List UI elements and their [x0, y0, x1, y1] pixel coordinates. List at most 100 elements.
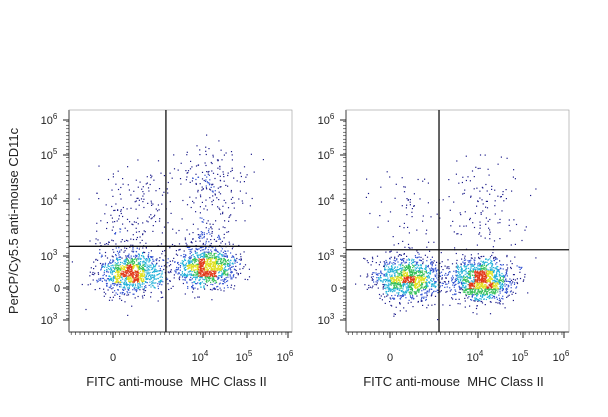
event-dot — [210, 260, 212, 262]
event-dot — [125, 279, 127, 281]
event-dot — [189, 196, 191, 198]
event-dot — [194, 262, 196, 264]
event-dot — [473, 287, 475, 289]
event-dot — [137, 284, 139, 286]
event-dot — [232, 262, 234, 264]
event-dot — [114, 269, 116, 271]
event-dot — [139, 289, 141, 291]
event-dot — [201, 275, 203, 277]
event-dot — [398, 274, 401, 276]
event-dot — [473, 276, 475, 278]
event-dot — [217, 206, 219, 208]
event-dot — [423, 282, 425, 284]
event-dot — [186, 172, 188, 174]
event-dot — [470, 257, 472, 259]
event-dot — [167, 283, 169, 285]
event-dot — [204, 273, 206, 275]
event-dot — [402, 285, 404, 287]
event-dot — [198, 236, 200, 238]
event-dot — [153, 266, 155, 268]
event-dot — [404, 275, 406, 277]
event-dot — [114, 283, 116, 285]
event-dot — [143, 230, 145, 232]
event-dot — [139, 242, 141, 244]
event-dot — [418, 267, 420, 269]
event-dot — [202, 221, 204, 223]
event-dot — [148, 252, 150, 254]
event-dot — [406, 255, 408, 257]
event-dot — [209, 273, 211, 275]
event-dot — [189, 246, 191, 248]
event-dot — [395, 280, 398, 282]
event-dot — [184, 293, 186, 295]
event-dot — [479, 299, 481, 302]
event-dot — [206, 259, 208, 261]
event-dot — [251, 197, 253, 200]
event-dot — [460, 282, 462, 284]
event-dot — [418, 276, 420, 278]
event-dot — [201, 186, 203, 188]
event-dot — [183, 250, 185, 252]
event-dot — [117, 289, 119, 291]
event-dot — [217, 278, 219, 280]
event-dot — [492, 290, 494, 292]
event-dot — [137, 186, 139, 188]
event-dot — [201, 253, 203, 255]
event-dot — [220, 270, 222, 272]
event-dot — [113, 284, 115, 286]
event-dot — [408, 269, 410, 271]
event-dot — [232, 265, 234, 268]
event-dot — [233, 288, 235, 290]
event-dot — [414, 272, 416, 274]
event-dot — [391, 265, 393, 267]
event-dot — [175, 253, 177, 255]
event-dot — [201, 171, 204, 173]
event-dot — [431, 268, 433, 270]
event-dot — [142, 272, 144, 274]
event-dot — [485, 286, 487, 288]
event-dot — [179, 266, 181, 268]
event-dot — [120, 186, 122, 189]
event-dot — [206, 281, 208, 283]
event-dot — [227, 269, 229, 271]
event-dot — [208, 258, 210, 260]
event-dot — [424, 278, 426, 280]
event-dot — [219, 208, 221, 211]
event-dot — [497, 302, 499, 304]
event-dot — [210, 274, 212, 276]
event-dot — [420, 299, 422, 301]
event-dot — [208, 170, 210, 173]
event-dot — [410, 270, 412, 272]
event-dot — [219, 175, 221, 177]
event-dot — [461, 272, 463, 274]
event-dot — [100, 245, 102, 247]
event-dot — [412, 267, 414, 269]
event-dot — [210, 186, 212, 188]
event-dot — [484, 286, 486, 288]
event-dot — [405, 261, 407, 264]
event-dot — [110, 265, 112, 267]
event-dot — [119, 250, 121, 252]
event-dot — [226, 273, 228, 275]
event-dot — [201, 258, 203, 260]
event-dot — [412, 260, 414, 262]
event-dot — [218, 277, 220, 279]
event-dot — [109, 278, 111, 280]
event-dot — [209, 262, 211, 264]
event-dot — [132, 234, 134, 236]
event-dot — [386, 275, 388, 277]
event-dot — [371, 260, 374, 263]
event-dot — [400, 281, 402, 283]
event-dot — [245, 176, 247, 178]
event-dot — [490, 301, 492, 303]
event-dot — [134, 270, 136, 272]
event-dot — [146, 282, 148, 284]
event-dot — [250, 153, 252, 155]
event-dot — [402, 281, 404, 283]
event-dot — [497, 269, 499, 271]
event-dot — [466, 279, 468, 281]
event-dot — [379, 261, 381, 263]
event-dot — [447, 274, 449, 276]
event-dot — [421, 300, 423, 302]
event-dot — [401, 275, 403, 277]
